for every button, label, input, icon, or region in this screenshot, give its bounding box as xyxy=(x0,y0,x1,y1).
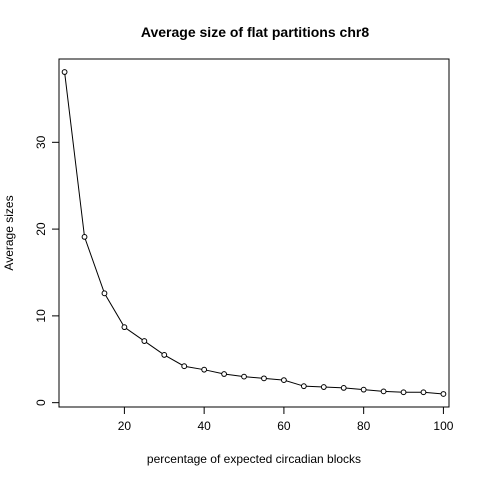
data-point xyxy=(101,290,108,297)
y-tick-label: 10 xyxy=(34,309,48,323)
data-points xyxy=(61,69,447,397)
data-point xyxy=(181,363,188,370)
data-point xyxy=(121,324,128,331)
data-point xyxy=(300,383,307,390)
data-point xyxy=(281,377,287,383)
x-axis-label: percentage of expected circadian blocks xyxy=(147,452,361,466)
data-point xyxy=(161,352,168,358)
data-point xyxy=(141,338,148,344)
data-point xyxy=(440,391,447,397)
data-point xyxy=(261,375,267,382)
data-point xyxy=(201,366,208,373)
y-tick-label: 0 xyxy=(34,399,48,406)
x-tick-label: 80 xyxy=(357,419,371,433)
data-point xyxy=(221,371,227,377)
x-tick-label: 100 xyxy=(433,419,453,433)
chart-title: Average size of flat partitions chr8 xyxy=(141,24,369,40)
data-point xyxy=(360,386,367,393)
data-point xyxy=(81,234,88,240)
x-tick-label: 60 xyxy=(277,419,291,433)
x-tick-label: 40 xyxy=(197,419,211,433)
data-point xyxy=(420,389,427,396)
data-point xyxy=(380,388,387,395)
y-axis-label: Average sizes xyxy=(2,195,16,270)
data-point xyxy=(61,69,68,75)
y-axis: 0 10 20 30 xyxy=(34,135,60,406)
data-point xyxy=(320,384,327,390)
x-axis: 20 40 60 80 100 xyxy=(118,406,454,433)
data-point xyxy=(400,389,407,396)
data-point xyxy=(241,373,247,380)
series-line xyxy=(64,71,444,395)
x-tick-label: 20 xyxy=(118,419,132,433)
y-tick-label: 20 xyxy=(34,222,48,236)
plot-frame xyxy=(58,58,450,408)
y-tick-label: 30 xyxy=(34,135,48,149)
data-point xyxy=(340,385,347,391)
